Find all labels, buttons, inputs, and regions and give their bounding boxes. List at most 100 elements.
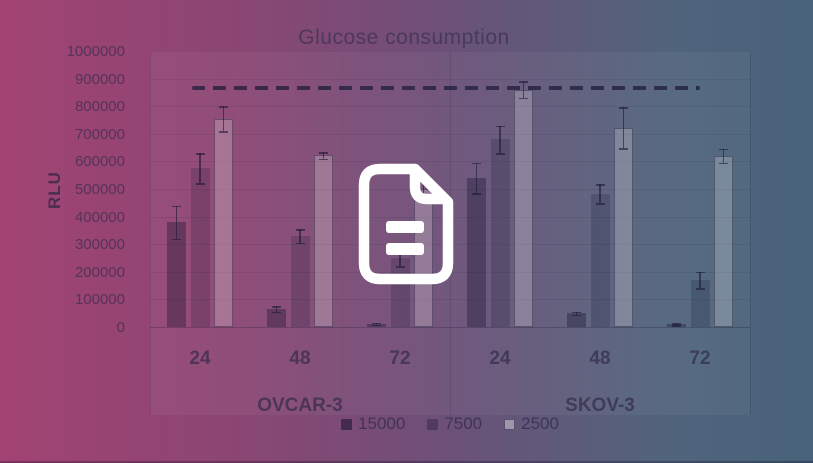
bar [567,313,586,327]
group-label: OVCAR-3 [257,395,343,416]
error-bar-cap [472,193,481,195]
error-bar-cap [395,266,405,268]
x-tick-label: 48 [589,348,611,369]
gridline [150,161,750,163]
error-bar [722,148,725,163]
error-bar-cap [495,153,505,155]
y-tick-label: 400000 [74,208,125,226]
error-bar-cap [272,306,281,308]
error-bar-cap [572,314,581,317]
error-bar-cap [372,322,381,325]
error-bar-cap [472,162,481,165]
legend-item: 7500 [427,414,482,434]
error-bar-cap [319,158,328,161]
error-bar-cap [195,183,205,185]
legend-item: 15000 [341,414,405,434]
error-bar [499,125,501,154]
bar [267,309,286,327]
x-tick-label: 24 [489,348,511,369]
error-bar-cap [595,203,605,205]
error-bar-cap [672,325,681,327]
error-bar [175,205,178,239]
y-tick-label: 300000 [74,236,125,254]
error-bar [399,249,401,267]
category-separator [150,51,151,415]
y-tick-label: 800000 [74,98,125,116]
gridline [150,299,750,301]
y-tick-label: 1000000 [66,43,125,60]
legend-label: 15000 [358,414,406,433]
y-tick-label: 200000 [74,263,125,281]
error-bar [275,306,278,312]
chart-title: Glucose consumption [298,26,510,49]
error-bar [699,271,701,289]
y-tick-label: 500000 [74,181,125,198]
gridline [150,78,750,80]
error-bar-cap [319,152,328,154]
bar [314,155,333,327]
error-bar-cap [172,238,181,241]
error-bar [322,152,325,159]
bar [290,235,310,327]
bar [714,155,733,327]
error-bar-cap [695,288,705,290]
legend-swatch [427,418,439,430]
x-axis-line [150,327,750,328]
bar [690,280,710,327]
error-bar [299,229,301,243]
x-tick-label: 24 [189,348,211,369]
document-icon [354,159,454,285]
bar [190,168,210,327]
x-tick-label: 72 [389,348,411,369]
x-tick-label: 48 [289,348,311,369]
x-tick-label: 72 [689,348,711,369]
reference-line [192,86,700,91]
error-bar-cap [172,205,181,208]
error-bar-cap [672,323,681,325]
error-bar-cap [495,125,505,128]
error-bar-cap [295,229,305,231]
bar [214,118,233,327]
bar [614,127,633,327]
bar [590,193,610,327]
error-bar-cap [272,311,281,314]
error-bar-cap [372,324,381,327]
y-tick-label: 700000 [74,125,125,143]
error-bar-cap [219,131,228,133]
error-bar-cap [619,107,628,109]
y-tick-label: 0 [116,319,125,336]
error-bar-cap [719,162,728,165]
legend-item: 2500 [504,414,559,434]
error-bar-cap [219,106,228,108]
y-tick-label: 600000 [74,153,125,171]
error-bar-cap [519,97,528,100]
gridline [150,51,750,52]
bar [490,139,510,327]
error-bar-cap [695,271,705,274]
error-bar-cap [572,311,581,314]
bar [167,222,186,327]
legend: 15000 7500 2500 [150,413,750,435]
error-bar-cap [295,242,305,245]
gridline [150,189,750,190]
error-bar [222,106,225,132]
error-bar-cap [719,148,728,151]
error-bar [199,153,201,184]
bar [467,177,486,327]
legend-swatch [341,418,353,430]
gridline [150,106,750,108]
error-bar [422,180,425,198]
gridline [150,133,750,135]
legend-label: 2500 [521,414,559,433]
error-bar-cap [595,184,605,186]
error-bar [622,107,625,149]
legend-label: 7500 [444,414,483,433]
bar [514,89,533,327]
error-bar [575,311,578,315]
error-bar [475,162,478,194]
error-bar [599,184,601,204]
group-label: SKOV-3 [565,395,635,416]
error-bar-cap [519,81,528,83]
y-tick-label: 900000 [74,70,125,88]
